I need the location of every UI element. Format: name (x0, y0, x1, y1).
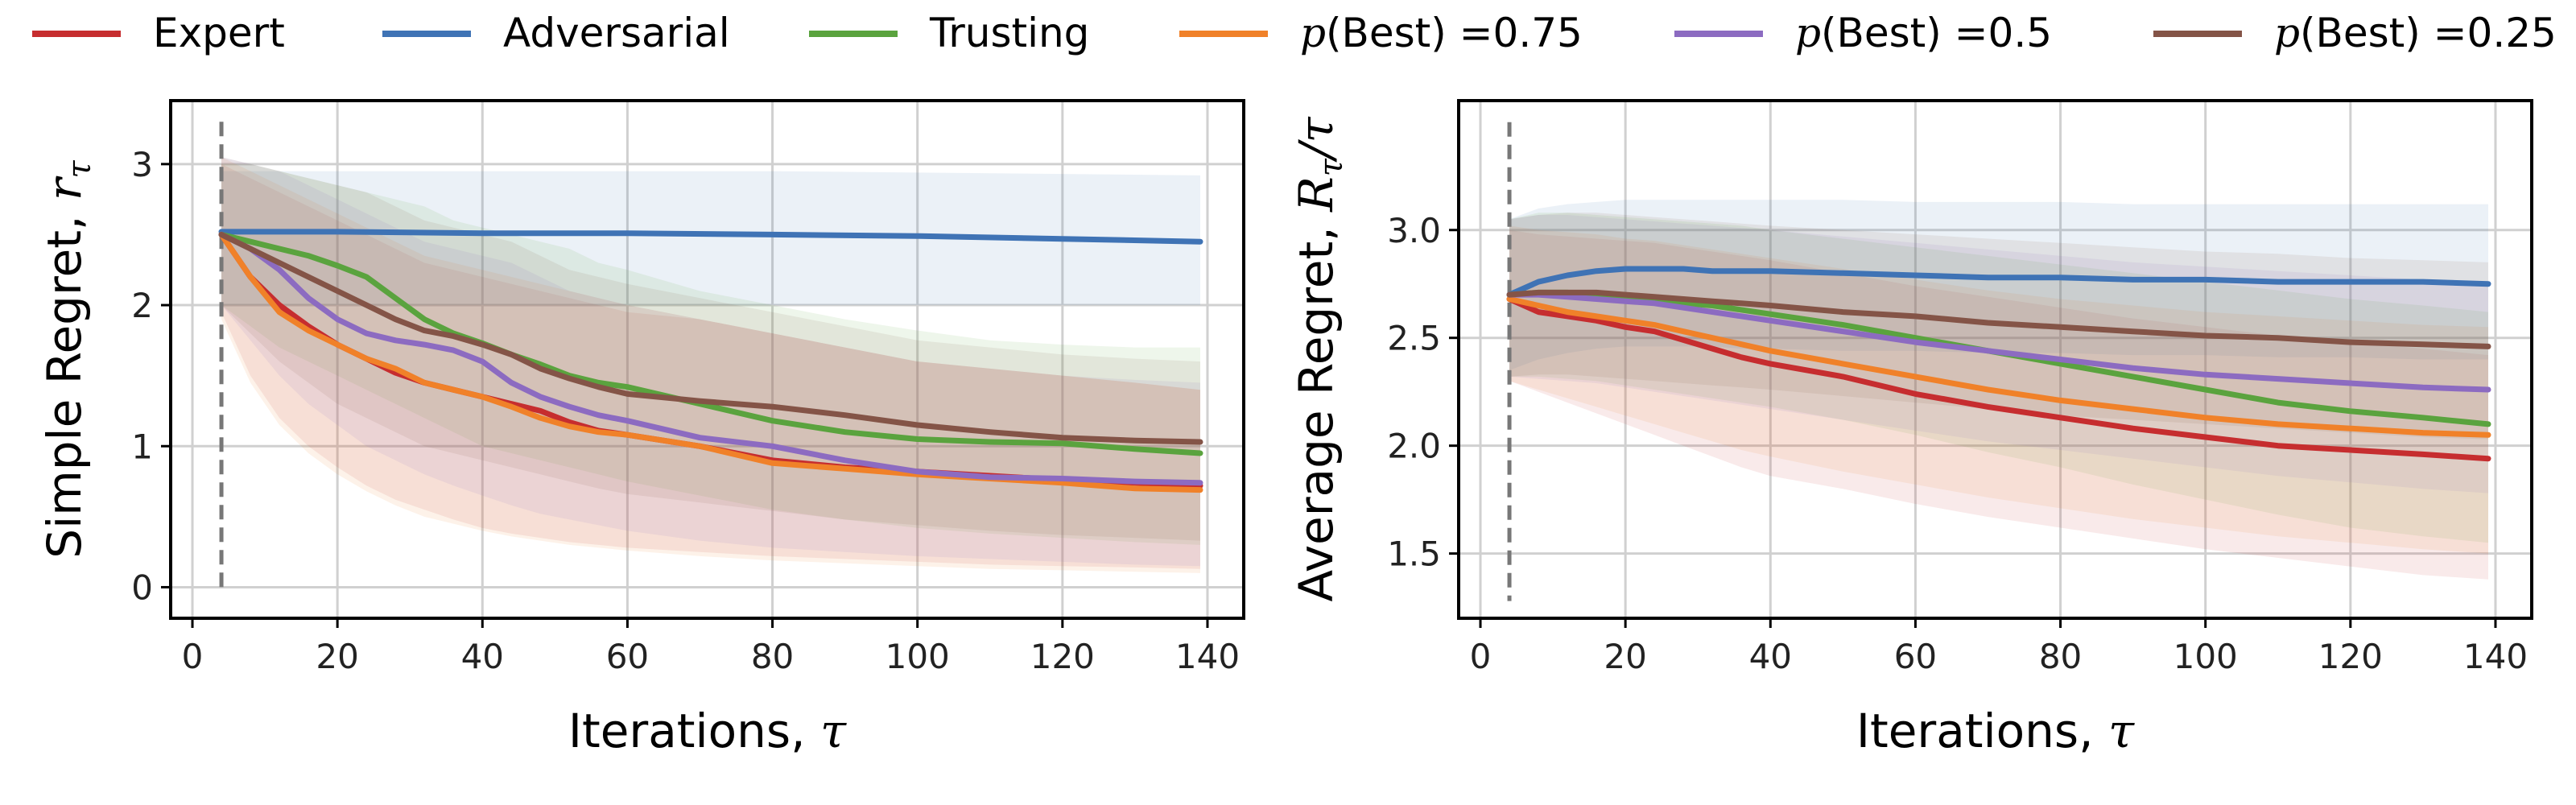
series-line-p-best-0-75 (1506, 296, 2491, 438)
legend-label: Trusting (929, 10, 1089, 56)
legend-label: Expert (153, 10, 285, 56)
x-axis-title: Iterations, τ (1856, 704, 2135, 758)
series-line-p-best-0-25 (218, 231, 1203, 445)
y-tick-label: 1 (131, 427, 153, 466)
y-tick-label: 2.0 (1387, 427, 1441, 466)
x-tick-label: 100 (886, 637, 950, 676)
x-tick-label: 80 (2039, 637, 2082, 676)
series-line-expert (1506, 296, 2491, 462)
series-line-adversarial (218, 229, 1203, 245)
x-tick-label: 140 (2463, 637, 2528, 676)
x-tick-label: 20 (1604, 637, 1646, 676)
x-tick-label: 20 (316, 637, 358, 676)
legend-item-p-best-0-5: p(Best) =0.5 (1674, 10, 2052, 56)
axes-frame (169, 99, 1245, 620)
band-trusting (1509, 213, 2488, 543)
series-line-p-best-0-5 (218, 231, 1203, 486)
x-tick-label: 0 (1470, 637, 1492, 676)
band-adversarial (221, 171, 1200, 305)
series-line-p-best-0-25 (1506, 289, 2491, 349)
y-tick-label: 1.5 (1387, 535, 1441, 574)
legend-item-adversarial: Adversarial (382, 10, 730, 56)
x-tick-label: 40 (461, 637, 504, 676)
plot-area (218, 122, 1203, 595)
legend-item-expert: Expert (32, 10, 285, 56)
average-regret-chart: 0 20 40 60 80 100 120 140 1.5 2.0 2.5 3.0 Iterations… (1289, 99, 2533, 758)
x-tick-label: 140 (1175, 637, 1240, 676)
x-tick-label: 60 (1894, 637, 1937, 676)
grid (1459, 101, 2532, 618)
y-tick-label: 0 (131, 568, 153, 607)
band-p-best-0-75 (221, 157, 1200, 573)
legend: Expert Adversarial Trusting p(Best) =0.75 p(… (32, 10, 2557, 56)
legend-label: p(Best) =0.5 (1795, 10, 2052, 56)
series-line-p-best-0-5 (1506, 291, 2491, 393)
y-axis-title: Average Regret, Rτ/τ (1289, 117, 1350, 602)
y-axis-title: Simple Regret, rτ (37, 159, 98, 558)
series-line-trusting (218, 231, 1203, 456)
legend-label: p(Best) =0.75 (1300, 10, 1583, 56)
band-p-best-0-25 (221, 157, 1200, 541)
legend-item-trusting: Trusting (809, 10, 1089, 56)
series-line-adversarial (1506, 266, 2491, 298)
axes-frame (1457, 99, 2533, 620)
x-tick-label: 120 (2318, 637, 2383, 676)
band-adversarial (1509, 200, 2488, 370)
legend-label: Adversarial (503, 10, 730, 56)
band-expert (221, 163, 1200, 569)
y-tick-label: 2.5 (1387, 319, 1441, 358)
y-tick-label: 3 (131, 145, 153, 184)
legend-item-p-best-0-25: p(Best) =0.25 (2153, 10, 2557, 56)
plot-area (1506, 122, 2491, 601)
y-tick-label: 3.0 (1387, 211, 1441, 250)
x-tick-label: 0 (182, 637, 204, 676)
x-tick-label: 100 (2174, 637, 2238, 676)
y-tick-label: 2 (131, 286, 153, 325)
x-tick-label: 80 (751, 637, 794, 676)
grid (171, 101, 1244, 618)
band-p-best-0-5 (221, 157, 1200, 567)
simple-regret-chart: 0 20 40 60 80 100 120 140 0 1 2 3 Iterations, τ Simpl… (37, 99, 1245, 758)
legend-label: p(Best) =0.25 (2274, 10, 2557, 56)
x-tick-label: 40 (1749, 637, 1792, 676)
x-tick-label: 120 (1030, 637, 1095, 676)
legend-item-p-best-0-75: p(Best) =0.75 (1179, 10, 1583, 56)
band-trusting (221, 163, 1200, 545)
x-axis-title: Iterations, τ (568, 704, 847, 758)
x-tick-label: 60 (606, 637, 649, 676)
